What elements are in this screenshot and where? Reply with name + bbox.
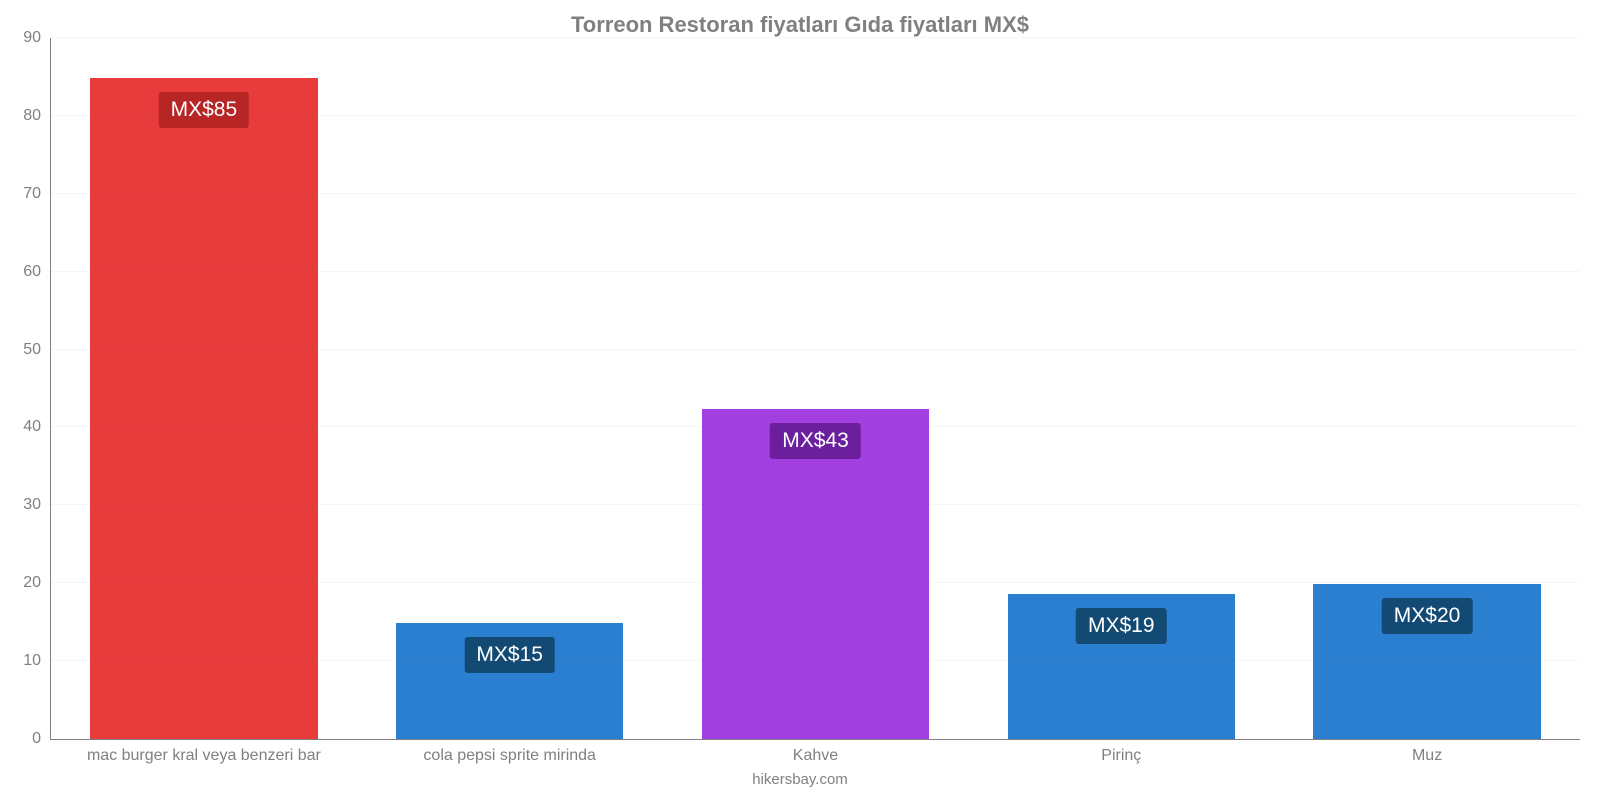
bar-slot: MX$19Pirinç [968,38,1274,739]
y-tick-label: 40 [23,418,51,436]
bar: MX$19 [1007,593,1236,739]
bar: MX$15 [395,622,624,739]
bar-slot: MX$43Kahve [663,38,969,739]
chart-title: Torreon Restoran fiyatları Gıda fiyatlar… [0,12,1600,38]
value-badge: MX$15 [464,637,555,673]
x-tick-label: Muz [1412,739,1442,765]
price-bar-chart: Torreon Restoran fiyatları Gıda fiyatlar… [0,0,1600,800]
value-badge: MX$20 [1382,598,1473,634]
bar-slot: MX$15cola pepsi sprite mirinda [357,38,663,739]
y-tick-label: 80 [23,107,51,125]
y-tick-label: 10 [23,652,51,670]
y-tick-label: 0 [32,730,51,748]
bar-slot: MX$85mac burger kral veya benzeri bar [51,38,357,739]
x-tick-label: cola pepsi sprite mirinda [423,739,596,765]
y-tick-label: 70 [23,185,51,203]
gridline [51,349,1580,350]
bar: MX$85 [89,77,318,739]
gridline [51,115,1580,116]
value-badge: MX$85 [159,92,250,128]
y-tick-label: 90 [23,29,51,47]
gridline [51,193,1580,194]
bars-row: MX$85mac burger kral veya benzeri barMX$… [51,38,1580,739]
gridline [51,37,1580,38]
gridline [51,271,1580,272]
y-tick-label: 60 [23,263,51,281]
gridline [51,660,1580,661]
x-tick-label: mac burger kral veya benzeri bar [87,739,321,765]
value-badge: MX$19 [1076,608,1167,644]
x-tick-label: Pirinç [1101,739,1141,765]
chart-caption: hikersbay.com [0,771,1600,788]
x-tick-label: Kahve [793,739,838,765]
plot-area: MX$85mac burger kral veya benzeri barMX$… [50,38,1580,740]
gridline [51,426,1580,427]
gridline [51,504,1580,505]
y-tick-label: 20 [23,574,51,592]
y-tick-label: 50 [23,341,51,359]
y-tick-label: 30 [23,496,51,514]
bar: MX$43 [701,408,930,739]
gridline [51,582,1580,583]
value-badge: MX$43 [770,423,861,459]
bar-slot: MX$20Muz [1274,38,1580,739]
